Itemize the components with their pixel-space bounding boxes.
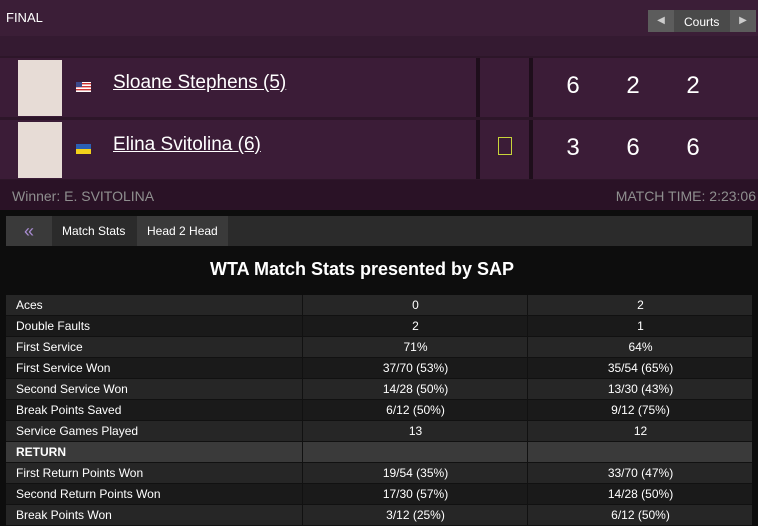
stat-label: First Service Won <box>16 361 111 375</box>
stat-value: 6/12 (50%) <box>302 400 528 420</box>
stat-label: Double Faults <box>16 319 91 333</box>
stat-value: 0 <box>302 295 528 315</box>
set-score: 3 <box>566 134 580 161</box>
stat-value: 1 <box>527 316 753 336</box>
stat-value: 33/70 (47%) <box>527 463 753 483</box>
set-score: 6 <box>626 134 640 161</box>
stat-value: 71% <box>302 337 528 357</box>
back-button[interactable]: « <box>6 216 52 246</box>
divider <box>476 120 480 179</box>
tab-bar: « Match Stats Head 2 Head <box>6 216 752 246</box>
stat-value <box>302 442 528 462</box>
player-name[interactable]: Sloane Stephens (5) <box>113 72 287 93</box>
stat-row: Double Faults 2 1 <box>6 316 752 337</box>
winner: Winner: E. SVITOLINA <box>12 188 155 204</box>
stat-label: Second Return Points Won <box>16 487 161 501</box>
stat-label: Aces <box>16 298 43 312</box>
stat-label: Second Service Won <box>16 382 128 396</box>
stat-label: First Service <box>16 340 83 354</box>
courts-control[interactable]: ◀ Courts ▶ <box>648 10 756 32</box>
stat-value: 35/54 (65%) <box>527 358 753 378</box>
player-row: Elina Svitolina (6) 3 6 6 <box>0 120 758 179</box>
flag <box>76 82 91 92</box>
player-photo <box>18 60 62 116</box>
stat-row: Break Points Saved 6/12 (50%) 9/12 (75%) <box>6 400 752 421</box>
stat-row: First Return Points Won 19/54 (35%) 33/70 … <box>6 463 752 484</box>
tab-match-stats[interactable]: Match Stats <box>62 224 126 238</box>
stat-row: Service Games Played 13 12 <box>6 421 752 442</box>
stat-value: 64% <box>527 337 753 357</box>
serve-indicator <box>498 137 512 155</box>
stat-value: 13/30 (43%) <box>527 379 753 399</box>
set-score: 2 <box>686 72 700 99</box>
flag <box>76 144 91 154</box>
stat-value: 9/12 (75%) <box>527 400 753 420</box>
stat-value: 17/30 (57%) <box>302 484 528 504</box>
stat-value: 12 <box>527 421 753 441</box>
player-photo <box>18 122 62 178</box>
courts-label[interactable]: Courts <box>684 15 720 29</box>
set-score: 6 <box>566 72 580 99</box>
stat-value: 3/12 (25%) <box>302 505 528 525</box>
stat-value: 14/28 (50%) <box>527 484 753 504</box>
stat-value: 14/28 (50%) <box>302 379 528 399</box>
stat-label: First Return Points Won <box>16 466 144 480</box>
stat-value: 6/12 (50%) <box>527 505 753 525</box>
prev-court[interactable]: ◀ <box>648 10 674 32</box>
divider <box>529 120 533 179</box>
stat-value: 19/54 (35%) <box>302 463 528 483</box>
set-score: 2 <box>626 72 640 99</box>
stat-row: First Service 71% 64% <box>6 337 752 358</box>
stat-row: Second Service Won 14/28 (50%) 13/30 (43%) <box>6 379 752 400</box>
next-court[interactable]: ▶ <box>730 10 756 32</box>
stats-table: Aces 0 2 Double Faults 2 1 First Service 71% 64%… <box>6 295 752 526</box>
set-score: 6 <box>686 134 700 161</box>
stat-label: Break Points Won <box>16 508 112 522</box>
stat-row: Break Points Won 3/12 (25%) 6/12 (50%) <box>6 505 752 526</box>
tab-head-2-head[interactable]: Head 2 Head <box>137 216 228 246</box>
match-footer: Winner: E. SVITOLINA MATCH TIME: 2:23:06 <box>0 180 758 210</box>
stat-row: Aces 0 2 <box>6 295 752 316</box>
stat-label: Break Points Saved <box>16 403 122 417</box>
player-row: Sloane Stephens (5) 6 2 2 <box>0 58 758 117</box>
stat-value: 13 <box>302 421 528 441</box>
header-bar <box>0 0 758 36</box>
section-row: RETURN <box>6 442 752 463</box>
stat-label: RETURN <box>16 445 66 459</box>
stats-title: WTA Match Stats presented by SAP <box>209 259 515 279</box>
stat-value: 2 <box>527 295 753 315</box>
divider <box>476 58 480 117</box>
match-time: MATCH TIME: 2:23:06 <box>615 188 756 204</box>
divider <box>529 58 533 117</box>
stat-row: First Service Won 37/70 (53%) 35/54 (65%) <box>6 358 752 379</box>
stat-label: Service Games Played <box>16 424 139 438</box>
player-name[interactable]: Elina Svitolina (6) <box>113 134 261 155</box>
stat-value: 37/70 (53%) <box>302 358 528 378</box>
stat-value: 2 <box>302 316 528 336</box>
header-strip <box>0 36 758 56</box>
stat-row: Second Return Points Won 17/30 (57%) 14/28… <box>6 484 752 505</box>
round-label: FINAL <box>6 10 43 25</box>
stat-value <box>527 442 753 462</box>
